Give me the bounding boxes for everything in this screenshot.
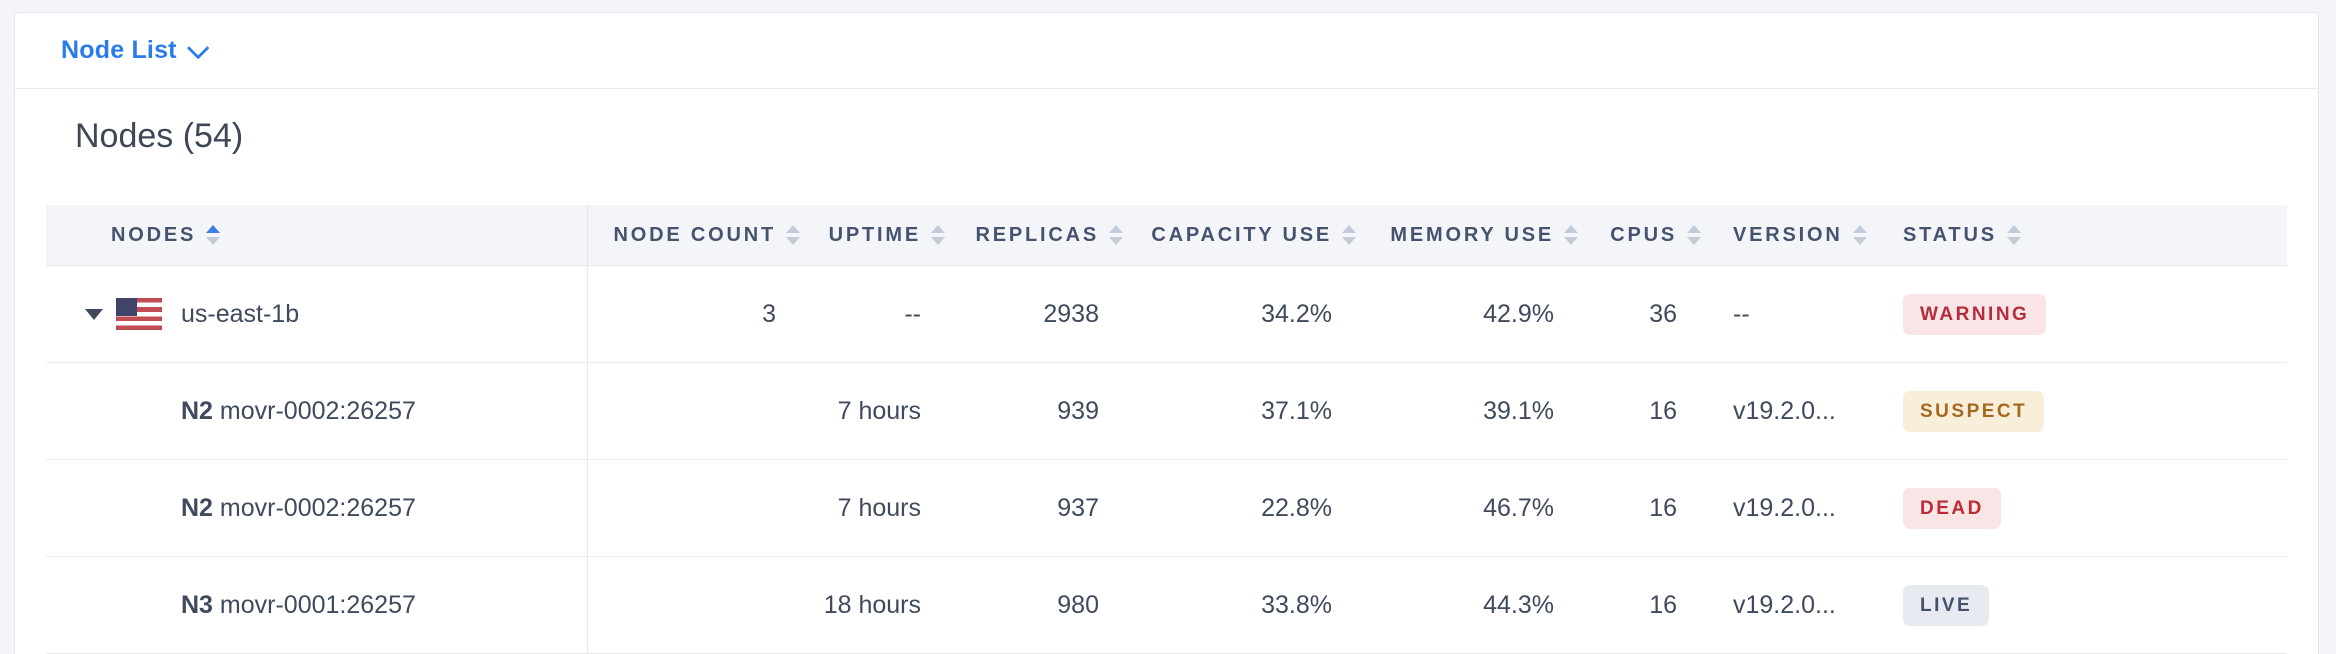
- capacity-use-cell: 34.2%: [1135, 265, 1368, 363]
- page-title: Nodes (54): [75, 117, 244, 155]
- status-cell: SUSPECT: [1883, 362, 2287, 460]
- table-row[interactable]: us-east-1b 3 -- 2938 34.2% 42.9% 36 -- W…: [46, 265, 2287, 363]
- column-header-uptime[interactable]: UPTIME: [812, 205, 957, 266]
- chevron-down-icon: [186, 36, 210, 59]
- column-header-replicas[interactable]: REPLICAS: [957, 205, 1135, 266]
- cpus-cell: 16: [1590, 362, 1713, 460]
- view-selector-label: Node List: [61, 36, 177, 64]
- memory-use-cell: 42.9%: [1368, 265, 1590, 363]
- column-header-version[interactable]: VERSION: [1713, 205, 1883, 266]
- expand-caret-icon[interactable]: [85, 308, 105, 320]
- cpus-cell: 16: [1590, 556, 1713, 654]
- sort-icon: [206, 225, 221, 245]
- replicas-cell: 937: [957, 459, 1135, 557]
- memory-use-cell: 39.1%: [1368, 362, 1590, 460]
- version-cell: v19.2.0...: [1713, 556, 1883, 654]
- uptime-cell: --: [812, 265, 957, 363]
- table-row[interactable]: N3 movr-0001:26257 18 hours 980 33.8% 44…: [46, 556, 2287, 654]
- panel-content: Nodes (54) NODES: [15, 119, 2318, 654]
- sort-icon: [1852, 225, 1867, 245]
- sort-icon: [786, 225, 800, 245]
- column-header-nodes[interactable]: NODES: [46, 205, 588, 266]
- uptime-cell: 7 hours: [812, 459, 957, 557]
- status-cell: LIVE: [1883, 556, 2287, 654]
- node-name: N2 movr-0002:26257: [181, 396, 416, 425]
- memory-use-cell: 46.7%: [1368, 459, 1590, 557]
- replicas-cell: 2938: [957, 265, 1135, 363]
- view-selector-dropdown[interactable]: Node List: [61, 36, 210, 65]
- us-flag-icon: [116, 298, 162, 330]
- version-cell: --: [1713, 265, 1883, 363]
- table-header-row: NODES NODE COUNT UPTIM: [46, 205, 2287, 266]
- column-header-memory-use[interactable]: MEMORY USE: [1368, 205, 1590, 266]
- table-row[interactable]: N2 movr-0002:26257 7 hours 937 22.8% 46.…: [46, 459, 2287, 557]
- capacity-use-cell: 37.1%: [1135, 362, 1368, 460]
- node-name: N2 movr-0002:26257: [181, 493, 416, 522]
- sort-icon: [1564, 225, 1578, 245]
- status-cell: WARNING: [1883, 265, 2287, 363]
- capacity-use-cell: 33.8%: [1135, 556, 1368, 654]
- status-badge: WARNING: [1903, 293, 2047, 335]
- column-header-cpus[interactable]: CPUS: [1590, 205, 1713, 266]
- table-row[interactable]: N2 movr-0002:26257 7 hours 939 37.1% 39.…: [46, 362, 2287, 460]
- capacity-use-cell: 22.8%: [1135, 459, 1368, 557]
- cpus-cell: 16: [1590, 459, 1713, 557]
- uptime-cell: 7 hours: [812, 362, 957, 460]
- cpus-cell: 36: [1590, 265, 1713, 363]
- status-cell: DEAD: [1883, 459, 2287, 557]
- sort-icon: [1342, 225, 1356, 245]
- uptime-cell: 18 hours: [812, 556, 957, 654]
- status-badge: DEAD: [1903, 487, 2001, 529]
- sort-icon: [931, 225, 945, 245]
- replicas-cell: 939: [957, 362, 1135, 460]
- panel-header: Node List: [15, 13, 2318, 89]
- node-count-cell: 3: [587, 265, 812, 363]
- sort-icon: [1109, 225, 1123, 245]
- node-count-cell: [587, 556, 812, 654]
- memory-use-cell: 44.3%: [1368, 556, 1590, 654]
- column-header-node-count[interactable]: NODE COUNT: [587, 205, 812, 266]
- column-header-status[interactable]: STATUS: [1883, 205, 2287, 266]
- column-header-capacity-use[interactable]: CAPACITY USE: [1135, 205, 1368, 266]
- node-name: us-east-1b: [181, 299, 300, 328]
- sort-icon: [1687, 225, 1701, 245]
- version-cell: v19.2.0...: [1713, 459, 1883, 557]
- node-count-cell: [587, 459, 812, 557]
- nodes-table: NODES NODE COUNT UPTIM: [46, 205, 2287, 654]
- nodes-panel: Node List Nodes (54) NODES: [14, 12, 2319, 654]
- status-badge: LIVE: [1903, 584, 1990, 626]
- version-cell: v19.2.0...: [1713, 362, 1883, 460]
- sort-icon: [2006, 225, 2021, 245]
- status-badge: SUSPECT: [1903, 390, 2045, 432]
- node-count-cell: [587, 362, 812, 460]
- node-name: N3 movr-0001:26257: [181, 590, 416, 619]
- replicas-cell: 980: [957, 556, 1135, 654]
